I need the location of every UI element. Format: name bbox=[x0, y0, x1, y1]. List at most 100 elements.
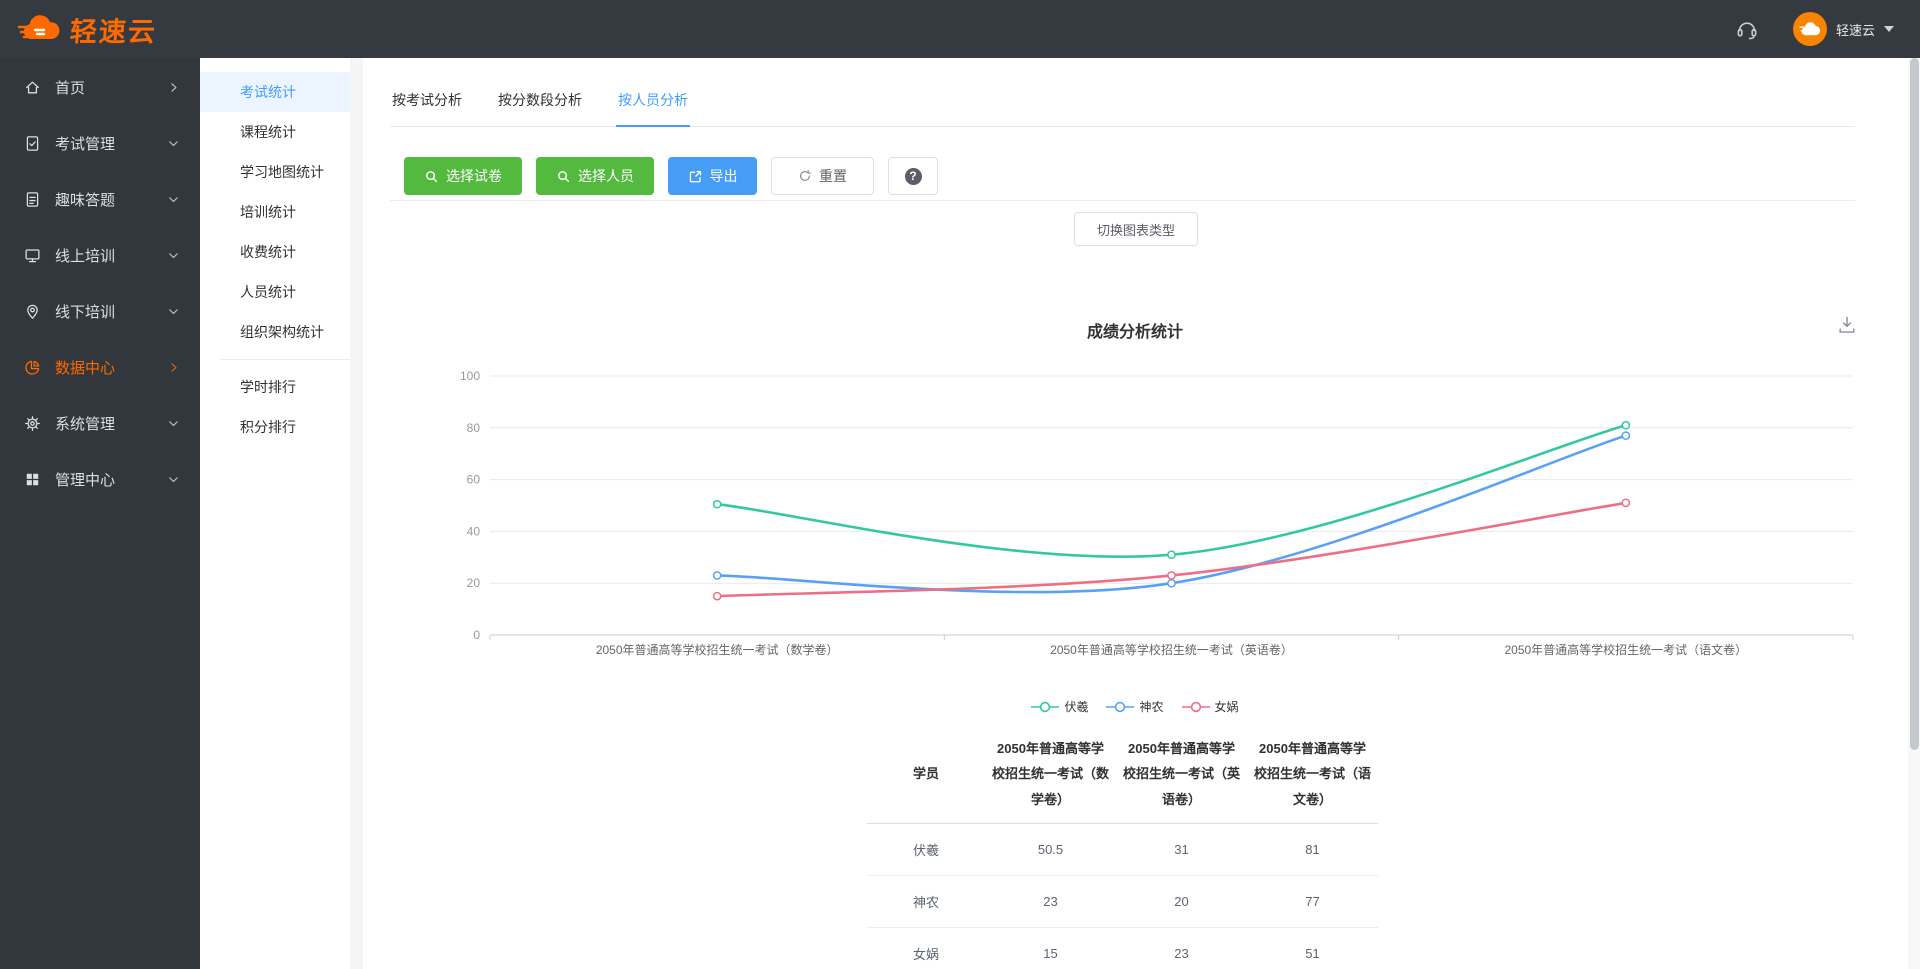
sidebar-item-label: 管理中心 bbox=[55, 471, 116, 489]
x-axis-category-label: 2050年普通高等学校招生统一考试（英语卷） bbox=[1050, 642, 1293, 657]
score-cell: 15 bbox=[985, 927, 1116, 969]
user-menu[interactable]: 轻速云 bbox=[1792, 12, 1894, 46]
brand-logo: 轻速云 bbox=[18, 10, 158, 49]
data-point-marker[interactable] bbox=[712, 499, 722, 509]
help-icon: ? bbox=[904, 167, 922, 185]
y-axis-tick-label: 0 bbox=[473, 628, 480, 642]
select-person-label: 选择人员 bbox=[578, 168, 634, 184]
score-line-chart: 0 20 40 60 80 100 2050年普通高等学校招生统一考试（数学卷） 2050年普… bbox=[460, 369, 1854, 657]
tab-by-exam[interactable]: 按考试分析 bbox=[392, 92, 462, 108]
table-row: 神农 23 20 77 bbox=[867, 875, 1378, 929]
toolbar-divider bbox=[390, 200, 1855, 201]
score-cell: 51 bbox=[1247, 927, 1378, 969]
score-table: 学员 2050年普通高等学校招生统一考试（数学卷） 2050年普通高等学校招生统一考… bbox=[867, 725, 1378, 969]
legend-item-伏羲[interactable]: 伏羲 bbox=[1031, 698, 1088, 715]
subsidebar-item-learning-map-stats[interactable]: 学习地图统计 bbox=[240, 164, 324, 180]
help-button[interactable]: ? bbox=[888, 157, 938, 195]
chevron-right-icon bbox=[167, 81, 180, 94]
switch-chart-type-button[interactable]: 切换图表类型 bbox=[1074, 212, 1198, 246]
sidebar-item-system-management[interactable]: 系统管理 bbox=[0, 395, 200, 451]
sidebar-item-label: 线下培训 bbox=[55, 303, 116, 321]
legend-label: 女娲 bbox=[1214, 700, 1239, 714]
sidebar-item-data-center[interactable]: 数据中心 bbox=[0, 339, 200, 395]
avatar bbox=[1792, 12, 1827, 46]
y-axis-tick-label: 40 bbox=[467, 524, 481, 538]
y-axis-tick-label: 80 bbox=[467, 421, 481, 435]
gear-icon bbox=[24, 415, 41, 432]
legend-label: 伏羲 bbox=[1064, 700, 1089, 714]
student-name-cell: 女娲 bbox=[867, 927, 985, 969]
data-point-marker[interactable] bbox=[1621, 498, 1631, 508]
sidebar-item-label: 数据中心 bbox=[55, 359, 116, 377]
data-point-marker[interactable] bbox=[712, 591, 722, 601]
sidebar-item-exam-management[interactable]: 考试管理 bbox=[0, 115, 200, 171]
subsidebar-item-org-structure-stats[interactable]: 组织架构统计 bbox=[240, 324, 324, 340]
monitor-icon bbox=[24, 247, 41, 264]
search-icon bbox=[558, 170, 570, 182]
tab-by-score-range[interactable]: 按分数段分析 bbox=[498, 92, 582, 108]
sidebar-item-offline-training[interactable]: 线下培训 bbox=[0, 283, 200, 339]
sidebar-item-quiz[interactable]: 趣味答题 bbox=[0, 171, 200, 227]
data-point-marker[interactable] bbox=[1167, 578, 1176, 588]
export-icon bbox=[689, 170, 701, 182]
chevron-down-icon bbox=[167, 249, 180, 262]
location-pin-icon bbox=[24, 303, 41, 320]
sidebar-item-label: 首页 bbox=[55, 79, 86, 97]
sidebar-item-home[interactable]: 首页 bbox=[0, 59, 200, 115]
data-point-marker[interactable] bbox=[1621, 420, 1631, 430]
table-header-cell: 2050年普通高等学校招生统一考试（英语卷） bbox=[1116, 725, 1247, 825]
home-icon bbox=[24, 79, 41, 96]
subsidebar-item-training-stats[interactable]: 培训统计 bbox=[240, 204, 296, 220]
chart-title: 成绩分析统计 bbox=[1086, 324, 1183, 341]
data-point-marker[interactable] bbox=[712, 571, 722, 580]
legend-marker bbox=[1106, 701, 1135, 712]
sidebar-item-label: 系统管理 bbox=[55, 415, 116, 433]
pie-chart-icon bbox=[24, 359, 41, 376]
subsidebar-item-study-time-ranking[interactable]: 学时排行 bbox=[240, 379, 296, 395]
legend-item-神农[interactable]: 神农 bbox=[1106, 698, 1164, 715]
scrollbar-thumb[interactable] bbox=[1909, 58, 1919, 751]
caret-down-icon bbox=[1884, 26, 1894, 32]
subsidebar-item-personnel-stats[interactable]: 人员统计 bbox=[240, 284, 296, 300]
y-axis-tick-label: 60 bbox=[467, 473, 481, 487]
legend-label: 神农 bbox=[1139, 700, 1164, 714]
legend-item-女娲[interactable]: 女娲 bbox=[1181, 698, 1239, 715]
student-name-cell: 神农 bbox=[867, 875, 985, 929]
y-axis-tick-label: 100 bbox=[460, 369, 480, 383]
score-cell: 31 bbox=[1116, 823, 1247, 877]
chart-line-神农 bbox=[715, 434, 1628, 594]
tab-by-person[interactable]: 按人员分析 bbox=[616, 90, 690, 127]
chevron-down-icon bbox=[167, 417, 180, 430]
table-header-cell: 学员 bbox=[867, 725, 985, 825]
sidebar-item-label: 考试管理 bbox=[55, 135, 116, 153]
data-point-marker[interactable] bbox=[1621, 431, 1631, 440]
score-cell: 81 bbox=[1247, 823, 1378, 877]
chevron-right-icon bbox=[167, 361, 180, 374]
select-paper-button[interactable]: 选择试卷 bbox=[404, 157, 522, 195]
subsidebar-item-points-ranking[interactable]: 积分排行 bbox=[240, 419, 296, 435]
score-cell: 20 bbox=[1116, 875, 1247, 929]
page-scrollbar bbox=[1908, 58, 1920, 969]
download-chart-icon[interactable] bbox=[1836, 314, 1858, 336]
table-header-cell: 2050年普通高等学校招生统一考试（语文卷） bbox=[1247, 725, 1378, 825]
data-point-marker[interactable] bbox=[1167, 550, 1176, 560]
table-header-row: 学员 2050年普通高等学校招生统一考试（数学卷） 2050年普通高等学校招生统一考… bbox=[867, 725, 1378, 825]
score-cell: 23 bbox=[1116, 927, 1247, 969]
score-cell: 23 bbox=[985, 875, 1116, 929]
data-point-marker[interactable] bbox=[1167, 571, 1176, 580]
select-person-button[interactable]: 选择人员 bbox=[536, 157, 654, 195]
reset-button[interactable]: 重置 bbox=[771, 157, 874, 195]
student-name-cell: 伏羲 bbox=[867, 823, 985, 877]
subsidebar-item-fee-stats[interactable]: 收费统计 bbox=[240, 244, 296, 260]
chevron-down-icon bbox=[167, 137, 180, 150]
export-button[interactable]: 导出 bbox=[668, 157, 757, 195]
sidebar-item-admin-center[interactable]: 管理中心 bbox=[0, 451, 200, 507]
brand-name: 轻速云 bbox=[68, 16, 158, 47]
sidebar-item-label: 线上培训 bbox=[55, 247, 116, 265]
subsidebar-item-exam-stats[interactable]: 考试统计 bbox=[200, 72, 350, 112]
headset-icon[interactable] bbox=[1735, 17, 1759, 41]
sidebar-item-online-training[interactable]: 线上培训 bbox=[0, 227, 200, 283]
legend-marker bbox=[1181, 701, 1210, 712]
subsidebar-item-course-stats[interactable]: 课程统计 bbox=[240, 124, 296, 140]
